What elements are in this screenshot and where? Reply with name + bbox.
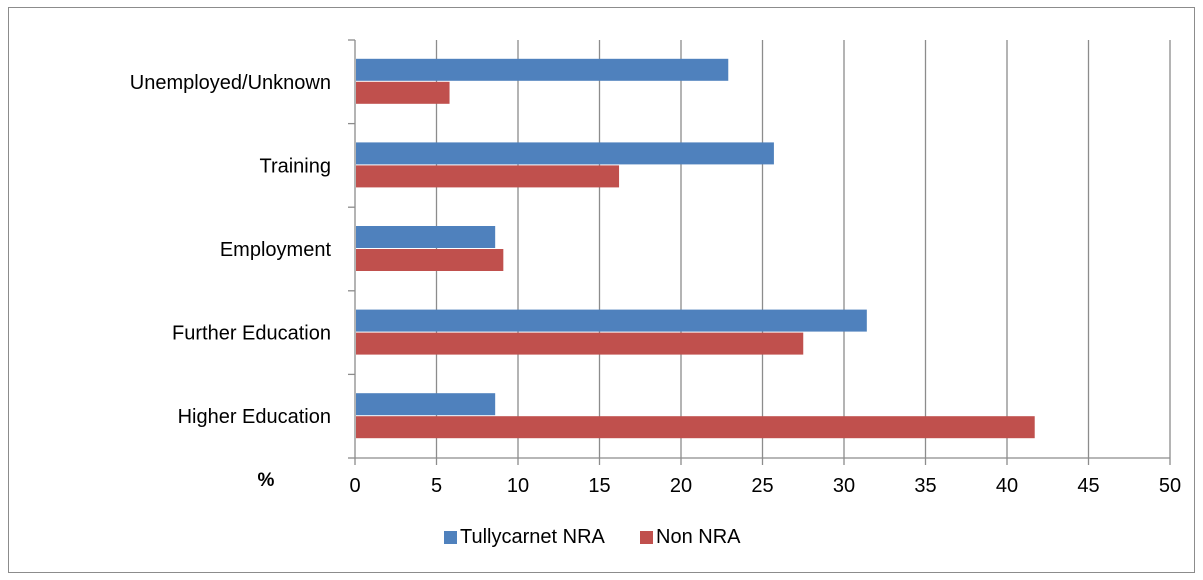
x-tick-label-25: 25 bbox=[751, 475, 773, 497]
legend-swatch-non-nra bbox=[640, 531, 653, 544]
bar-non-nra-higher-education bbox=[356, 416, 1035, 439]
x-tick-label-20: 20 bbox=[670, 475, 692, 497]
bar-non-nra-unemployed-unknown bbox=[356, 81, 450, 104]
x-tick-label-5: 5 bbox=[431, 475, 442, 497]
bar-tullycarnet-nra-unemployed-unknown bbox=[356, 58, 729, 81]
category-label-training: Training bbox=[259, 155, 331, 177]
bar-tullycarnet-nra-higher-education bbox=[356, 393, 496, 416]
x-tick-label-40: 40 bbox=[996, 475, 1018, 497]
x-tick-label-0: 0 bbox=[349, 475, 360, 497]
legend-label-non-nra: Non NRA bbox=[656, 526, 741, 548]
axis-unit-label: % bbox=[258, 470, 275, 491]
legend-label-tullycarnet-nra: Tullycarnet NRA bbox=[460, 526, 606, 548]
x-tick-label-50: 50 bbox=[1159, 475, 1181, 497]
x-tick-label-15: 15 bbox=[588, 475, 610, 497]
category-label-employment: Employment bbox=[220, 239, 332, 261]
x-tick-label-30: 30 bbox=[833, 475, 855, 497]
labels: 0 5 10 15 20 25 30 35 40 45 50 Higher Education Furt… bbox=[130, 72, 1181, 497]
bar-non-nra-further-education bbox=[356, 332, 804, 355]
axes bbox=[348, 39, 1171, 465]
x-tick-label-35: 35 bbox=[914, 475, 936, 497]
legend: Tullycarnet NRA Non NRA bbox=[444, 526, 741, 548]
category-label-higher-education: Higher Education bbox=[178, 406, 331, 428]
x-tick-label-45: 45 bbox=[1077, 475, 1099, 497]
category-label-further-education: Further Education bbox=[172, 323, 331, 345]
x-tick-label-10: 10 bbox=[507, 475, 529, 497]
bar-non-nra-training bbox=[356, 165, 620, 188]
bar-non-nra-employment bbox=[356, 249, 504, 271]
gridlines bbox=[435, 40, 1171, 458]
chart-frame bbox=[8, 7, 1195, 573]
legend-swatch-tullycarnet-nra bbox=[444, 531, 457, 544]
category-label-unemployed-unknown: Unemployed/Unknown bbox=[130, 72, 331, 94]
bar-tullycarnet-nra-further-education bbox=[356, 309, 867, 332]
bar-tullycarnet-nra-employment bbox=[356, 226, 496, 248]
bar-tullycarnet-nra-training bbox=[356, 142, 774, 165]
bars bbox=[356, 58, 1035, 439]
